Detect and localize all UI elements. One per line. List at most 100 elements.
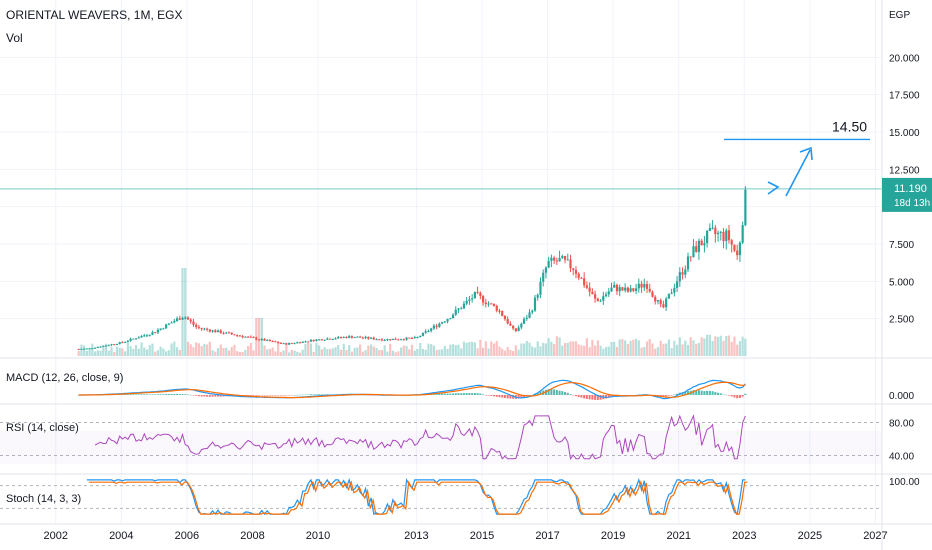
- target-label: 14.50: [832, 118, 867, 134]
- volume-bar: [618, 339, 621, 356]
- volume-bar: [126, 342, 129, 356]
- stoch-k-line: [86, 477, 746, 516]
- volume-bar: [312, 351, 315, 356]
- candle-body: [279, 342, 282, 344]
- time-tick-label: 2017: [535, 530, 559, 542]
- candle-body: [416, 336, 419, 338]
- candle-body: [517, 327, 520, 331]
- time-tick-label: 2027: [863, 530, 887, 542]
- rsi-label: RSI (14, close): [6, 422, 79, 434]
- candle-body: [268, 339, 272, 342]
- candle-body: [435, 325, 438, 327]
- macd-histogram-bar: [364, 394, 367, 396]
- volume-bar: [200, 346, 203, 356]
- candle-body: [296, 342, 299, 344]
- candle-body: [342, 336, 345, 338]
- candle-body: [681, 272, 684, 275]
- macd-histogram-bar: [181, 394, 184, 395]
- volume-bar: [596, 340, 599, 356]
- candle-body: [208, 329, 211, 332]
- volume-bar: [356, 347, 359, 356]
- candle-body: [85, 348, 88, 350]
- candle-body: [236, 335, 239, 337]
- volume-bar: [315, 343, 318, 356]
- volume-bar: [375, 348, 378, 356]
- volume-bar: [197, 343, 201, 356]
- candle-body: [359, 336, 362, 338]
- volume-bar: [244, 350, 247, 356]
- volume-bar: [730, 341, 733, 356]
- volume-bar: [533, 347, 537, 356]
- candle-body: [634, 288, 638, 291]
- candle-body: [255, 337, 258, 340]
- price-tick-label: 2.500: [889, 315, 914, 326]
- volume-bar: [553, 344, 556, 356]
- volume-bar: [711, 340, 714, 356]
- volume-bar: [555, 336, 558, 356]
- macd-histogram-bar: [676, 393, 679, 395]
- macd-histogram-bar: [268, 395, 271, 396]
- macd-histogram-bar: [670, 395, 673, 396]
- volume-bar: [257, 318, 261, 356]
- price-tick-label: 5.000: [889, 277, 914, 288]
- volume-bar: [271, 347, 274, 356]
- macd-histogram-bar: [151, 394, 154, 395]
- volume-bar: [610, 341, 613, 356]
- candle-body: [167, 323, 170, 325]
- macd-histogram-bar: [367, 395, 370, 396]
- candle-body: [298, 342, 302, 344]
- candle-body: [137, 337, 140, 339]
- candle-body: [132, 338, 135, 340]
- macd-histogram-bar: [460, 393, 463, 395]
- candle-body: [214, 330, 217, 333]
- volume-bar: [408, 349, 411, 356]
- macd-histogram-bar: [744, 393, 747, 395]
- volume-bar: [129, 346, 132, 356]
- candle-body: [533, 297, 537, 311]
- volume-bar: [416, 348, 419, 356]
- volume-bar: [383, 345, 386, 356]
- volume-bar: [583, 345, 586, 356]
- symbol-title[interactable]: ORIENTAL WEAVERS, 1M, EGX: [6, 8, 183, 22]
- candle-body: [80, 348, 83, 350]
- volume-bar: [419, 343, 422, 356]
- volume-bar: [238, 351, 241, 356]
- time-tick-label: 2008: [240, 530, 264, 542]
- price-candles: [77, 186, 747, 350]
- time-tick-label: 2025: [798, 530, 822, 542]
- volume-bar: [602, 348, 605, 356]
- volume-bar: [700, 337, 703, 356]
- macd-histogram-bar: [725, 394, 728, 396]
- candle-body: [492, 303, 496, 306]
- macd-histogram-bar: [132, 394, 135, 395]
- candle-body: [389, 339, 392, 341]
- target-annotation[interactable]: 14.50: [724, 118, 870, 197]
- candle-body: [602, 296, 605, 301]
- volume-bar: [495, 340, 498, 356]
- volume-bar: [402, 345, 405, 356]
- macd-histogram-bar: [156, 394, 159, 395]
- volume-bar: [673, 340, 676, 356]
- volume-bar: [744, 338, 747, 356]
- candle-body: [599, 300, 602, 302]
- candle-body: [624, 287, 627, 291]
- volume-bar: [287, 352, 291, 356]
- candle-body: [159, 328, 162, 330]
- volume-bar: [282, 350, 285, 356]
- macd-histogram-bar: [473, 392, 476, 395]
- volume-bar: [203, 343, 206, 356]
- candle-body: [708, 228, 711, 231]
- volume-bar: [342, 343, 345, 356]
- macd-histogram-bar: [170, 394, 173, 395]
- time-tick-label: 2019: [601, 530, 625, 542]
- macd-histogram-bar: [471, 393, 474, 395]
- candle-body: [156, 329, 160, 333]
- stoch-pane: Stoch (14, 3, 3) 100.00: [0, 477, 920, 516]
- volume-bar: [189, 344, 192, 356]
- macd-histogram-bar: [290, 395, 293, 396]
- volume-bar: [738, 341, 742, 356]
- candle-body: [274, 341, 277, 343]
- volume-bar: [615, 346, 619, 356]
- volume-bar: [241, 351, 244, 356]
